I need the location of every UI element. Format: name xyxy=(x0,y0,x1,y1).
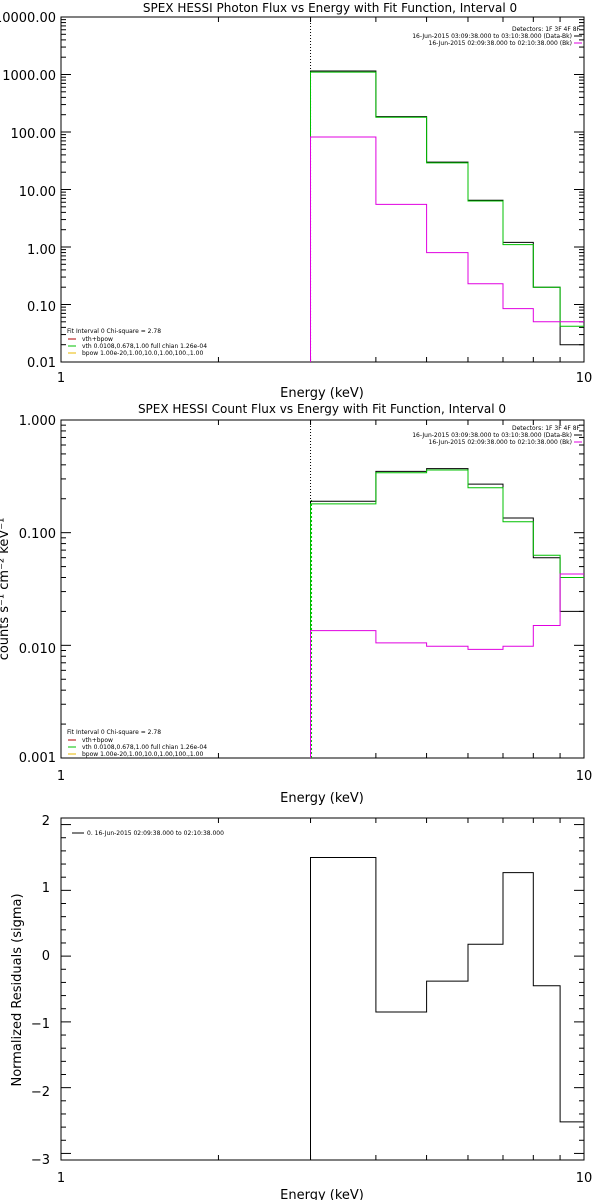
count-detectors-text: Detectors: 1F 3F 4F 8F xyxy=(512,425,581,432)
photon-series-2-line xyxy=(310,136,584,362)
photon-ytick-label: 10000.00 xyxy=(0,11,56,26)
photon-legend-label: vth+bpow xyxy=(82,336,113,343)
count-series-0-line xyxy=(310,468,584,758)
residuals-plot-marks xyxy=(60,818,585,1160)
photon-ytick-label: 1.00 xyxy=(27,243,56,258)
photon-x-axis-label: Energy (keV) xyxy=(280,386,364,401)
photon-plot-marks xyxy=(60,16,585,363)
photon-bk-interval-text: 16-Jun-2015 02:09:38.000 to 02:10:38.000… xyxy=(429,40,572,47)
count-x-axis-label: Energy (keV) xyxy=(280,791,364,806)
count-ytick-label: 0.100 xyxy=(19,527,56,542)
residuals-ytick-label: −3 xyxy=(31,1153,50,1168)
count-bk-interval-text: 16-Jun-2015 02:09:38.000 to 02:10:38.000… xyxy=(429,439,572,446)
photon-panel-title: SPEX HESSI Photon Flux vs Energy with Fi… xyxy=(143,1,517,15)
count-y-axis-label: counts s⁻¹ cm⁻² keV⁻¹ xyxy=(0,518,12,661)
count-flux-panel: SPEX HESSI Count Flux vs Energy with Fit… xyxy=(0,402,592,806)
residuals-legend-label: 0. 16-Jun-2015 02:09:38.000 to 02:10:38.… xyxy=(87,830,224,837)
count-fit-chisq-text: Fit Interval 0 Chi-square = 2.78 xyxy=(67,729,161,736)
photon-fit-legend: Fit Interval 0 Chi-square = 2.78 vth+bpo… xyxy=(67,328,207,357)
residuals-xtick-label: 10 xyxy=(576,1171,593,1186)
residuals-y-axis-label: Normalized Residuals (sigma) xyxy=(10,893,25,1086)
photon-detectors-text: Detectors: 1F 3F 4F 8F xyxy=(512,26,581,33)
count-plot-marks xyxy=(60,419,585,759)
count-legend-label: bpow 1.00e-20,1.00,10.0,1.00,100.,1.00 xyxy=(82,751,203,758)
residuals-ytick-label: 2 xyxy=(42,814,50,829)
photon-fit-chisq-text: Fit Interval 0 Chi-square = 2.78 xyxy=(67,328,161,335)
residuals-xtick-label: 1 xyxy=(57,1171,65,1186)
residuals-ytick-label: −1 xyxy=(31,1017,50,1032)
photon-plot-frame xyxy=(60,16,585,363)
photon-legend-label: bpow 1.00e-20,1.00,10.0,1.00,100.,1.00 xyxy=(82,350,203,357)
count-ytick-label: 0.010 xyxy=(19,642,56,657)
residuals-ytick-label: −2 xyxy=(31,1085,50,1100)
photon-flux-panel: SPEX HESSI Photon Flux vs Energy with Fi… xyxy=(0,1,592,401)
photon-data-interval-text: 16-Jun-2015 03:09:38.000 to 03:10:38.000… xyxy=(412,33,572,40)
residuals-ytick-label: 0 xyxy=(42,949,50,964)
photon-legend-label: vth 0.0108,0.678,1.00 full chian 1.26e-0… xyxy=(82,343,207,350)
residuals-series-0-line xyxy=(310,857,584,1160)
residuals-ytick-label: 1 xyxy=(42,881,50,896)
count-legend-label: vth+bpow xyxy=(82,737,113,744)
photon-xtick-label: 1 xyxy=(57,371,65,386)
count-series-1-line xyxy=(310,469,584,758)
photon-y-axis: 10000.00 1000.00 100.00 10.00 1.00 0.10 … xyxy=(0,11,56,371)
photon-ytick-label: 100.00 xyxy=(11,127,57,142)
photon-series-0-line xyxy=(310,70,584,362)
photon-ytick-label: 0.10 xyxy=(27,300,56,315)
count-ytick-label: 0.001 xyxy=(19,751,56,766)
count-series-2-line xyxy=(310,573,584,758)
count-plot-frame xyxy=(60,419,585,759)
count-data-interval-text: 16-Jun-2015 03:09:38.000 to 03:10:38.000… xyxy=(412,432,572,439)
residuals-x-axis-label: Energy (keV) xyxy=(280,1188,364,1200)
photon-ytick-label: 1000.00 xyxy=(2,69,56,84)
residuals-panel: 2 1 0 −1 −2 −3 Normalized Residuals (sig… xyxy=(10,814,593,1203)
photon-series-1-line xyxy=(310,71,584,362)
count-panel-title: SPEX HESSI Count Flux vs Energy with Fit… xyxy=(138,402,506,416)
count-legend-label: vth 0.0108,0.678,1.00 full chian 1.26e-0… xyxy=(82,744,207,751)
count-fit-legend: Fit Interval 0 Chi-square = 2.78 vth+bpo… xyxy=(67,729,207,758)
photon-ytick-label: 0.01 xyxy=(27,356,56,371)
count-xtick-label: 1 xyxy=(57,769,65,784)
count-ytick-label: 1.000 xyxy=(19,414,56,429)
count-xtick-label: 10 xyxy=(576,769,593,784)
residuals-plot-frame xyxy=(60,817,585,1161)
photon-ytick-label: 10.00 xyxy=(19,185,56,200)
photon-xtick-label: 10 xyxy=(576,371,593,386)
